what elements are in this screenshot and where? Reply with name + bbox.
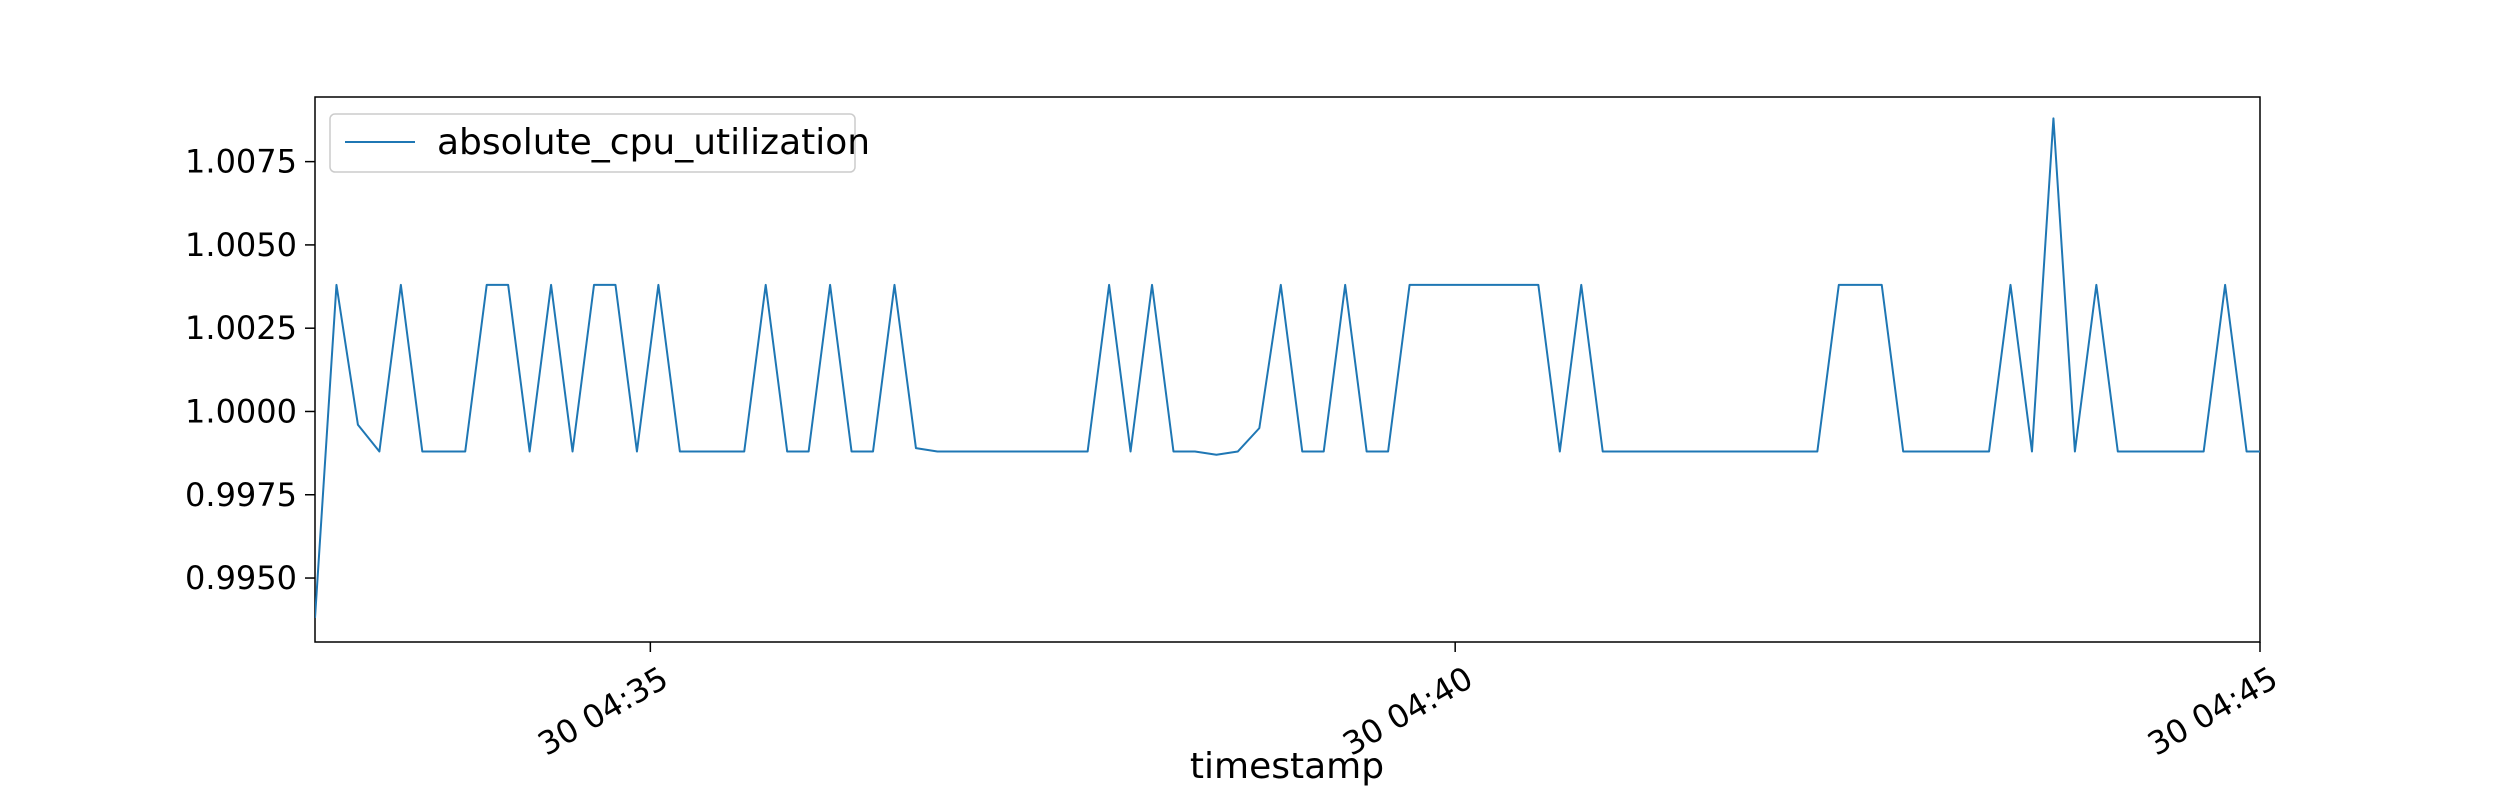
y-axis: 0.9950 0.9975 1.0000 1.0025 1.0050 1.0075: [185, 143, 315, 597]
y-tick-label: 1.0000: [185, 392, 297, 430]
x-axis: 30 04:35 30 04:40 30 04:45: [531, 642, 2284, 763]
y-tick-label: 1.0050: [185, 226, 297, 264]
plot-frame: [314, 96, 2261, 643]
legend-label: absolute_cpu_utilization: [437, 122, 870, 163]
y-tick-label: 0.9950: [185, 559, 297, 597]
legend-box: [329, 113, 856, 173]
series-layer: [315, 117, 2260, 619]
plot-area: [315, 117, 2260, 619]
y-tick-label: 0.9975: [185, 476, 297, 514]
legend[interactable]: absolute_cpu_utilization: [329, 113, 870, 173]
series-line-0: [315, 117, 2260, 619]
x-tick-label: 30 04:35: [531, 659, 674, 763]
y-tick-label: 1.0075: [185, 143, 297, 181]
x-tick-label: 30 04:45: [2141, 659, 2284, 763]
x-axis-label: timestamp: [1190, 746, 1384, 787]
y-tick-label: 1.0025: [185, 309, 297, 347]
